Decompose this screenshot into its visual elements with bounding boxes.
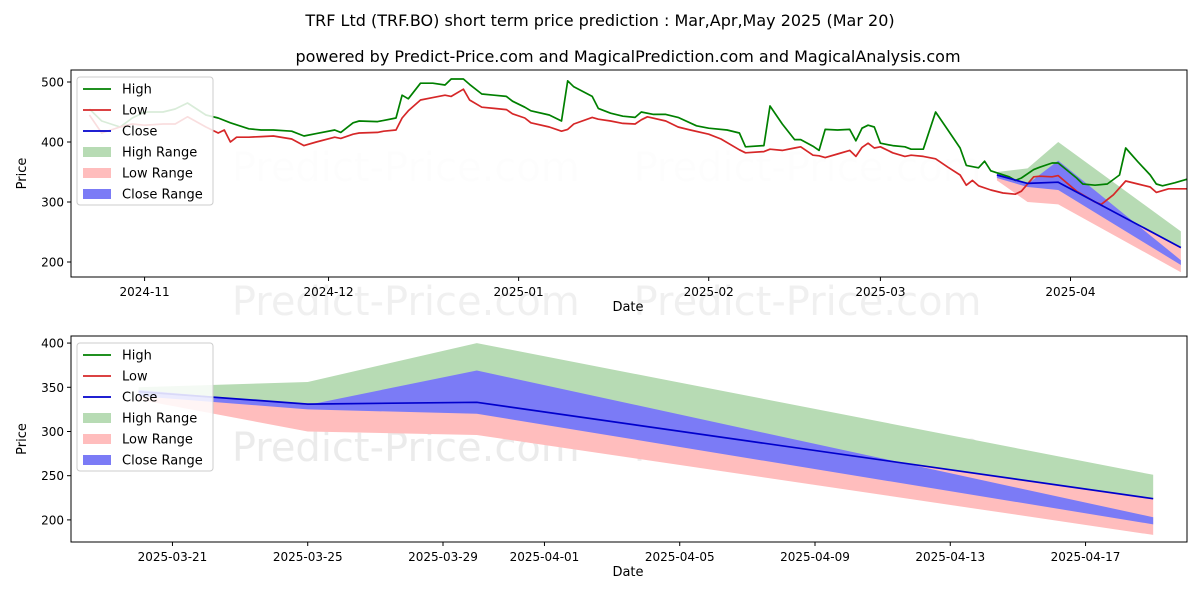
y-tick-label: 200	[41, 513, 64, 527]
close-range-band	[138, 370, 1154, 525]
legend-swatch-high-range	[83, 413, 111, 423]
y-tick-label: 300	[41, 196, 64, 210]
x-tick-label: 2025-03	[855, 285, 905, 299]
legend-swatch-low-range	[83, 434, 111, 444]
legend-label-low-range: Low Range	[122, 433, 193, 448]
chart-title: TRF Ltd (TRF.BO) short term price predic…	[304, 11, 894, 30]
forecast-panel: Predict-Price.comPredict-Price.com200250…	[15, 335, 1188, 580]
high-series-line	[88, 78, 1187, 187]
legend-label-close-range: Close Range	[122, 188, 203, 203]
x-tick-label: 2025-04-05	[645, 550, 715, 564]
chart-subtitle: powered by Predict-Price.com and Magical…	[295, 47, 960, 66]
legend-label-close-range: Close Range	[122, 454, 203, 469]
x-tick-label: 2025-04-01	[510, 550, 580, 564]
watermark-text: Predict-Price.com	[232, 145, 580, 191]
history-panel: Predict-Price.com Predict-Price.comPredic…	[15, 69, 1188, 325]
legend-label-low: Low	[122, 104, 148, 119]
x-tick-label: 2025-04-09	[780, 550, 850, 564]
legend-swatch-close-range	[83, 455, 111, 465]
low-range-band	[996, 175, 1181, 273]
x-tick-label: 2024-11	[120, 285, 170, 299]
y-tick-label: 400	[41, 136, 64, 150]
plot-area	[88, 78, 1187, 273]
watermark-text: Predict-Price.com	[232, 279, 580, 325]
plot-area	[138, 343, 1154, 535]
legend-label-high-range: High Range	[122, 146, 197, 161]
close-range-band	[996, 160, 1181, 265]
legend-label-low-range: Low Range	[122, 167, 193, 182]
legend: High Low Close High Range Low Range Close Ran…	[76, 76, 214, 206]
close-series-line	[996, 174, 1182, 249]
legend-label-close: Close	[122, 391, 157, 406]
axes-frame	[70, 69, 1188, 278]
y-tick-label: 200	[41, 256, 64, 270]
y-axis-label: Price	[15, 158, 30, 190]
y-tick-label: 500	[41, 76, 64, 90]
x-tick-label: 2025-03-29	[408, 550, 478, 564]
watermark-text: Predict-Price.com	[634, 279, 982, 325]
x-tick-label: 2025-02	[684, 285, 734, 299]
x-tick-label: 2024-12	[303, 285, 353, 299]
legend-swatch-close-range	[83, 189, 111, 199]
legend-label-high-range: High Range	[122, 412, 197, 427]
y-axis-label: Price	[15, 423, 30, 455]
x-tick-label: 2025-03-21	[138, 550, 208, 564]
x-axis-label: Date	[612, 300, 643, 315]
legend-label-close: Close	[122, 125, 157, 140]
y-tick-label: 250	[41, 469, 64, 483]
close-series-line	[138, 390, 1154, 500]
axes-frame	[70, 335, 1188, 543]
legend-label-high: High	[122, 83, 152, 98]
legend-label-low: Low	[122, 370, 148, 385]
low-range-band	[138, 391, 1154, 535]
x-tick-label: 2025-03-25	[273, 550, 343, 564]
x-tick-label: 2025-04	[1045, 285, 1095, 299]
y-tick-label: 300	[41, 425, 64, 439]
x-tick-label: 2025-04-13	[915, 550, 985, 564]
y-tick-label: 350	[41, 381, 64, 395]
y-tick-label: 400	[41, 337, 64, 351]
x-tick-label: 2025-04-17	[1051, 550, 1121, 564]
x-tick-label: 2025-01	[494, 285, 544, 299]
legend-swatch-low-range	[83, 168, 111, 178]
legend-label-high: High	[122, 349, 152, 364]
low-series-line	[88, 88, 1187, 206]
legend-swatch-high-range	[83, 147, 111, 157]
legend: High Low Close High Range Low Range Close Ran…	[76, 342, 214, 472]
x-axis-label: Date	[612, 565, 643, 580]
